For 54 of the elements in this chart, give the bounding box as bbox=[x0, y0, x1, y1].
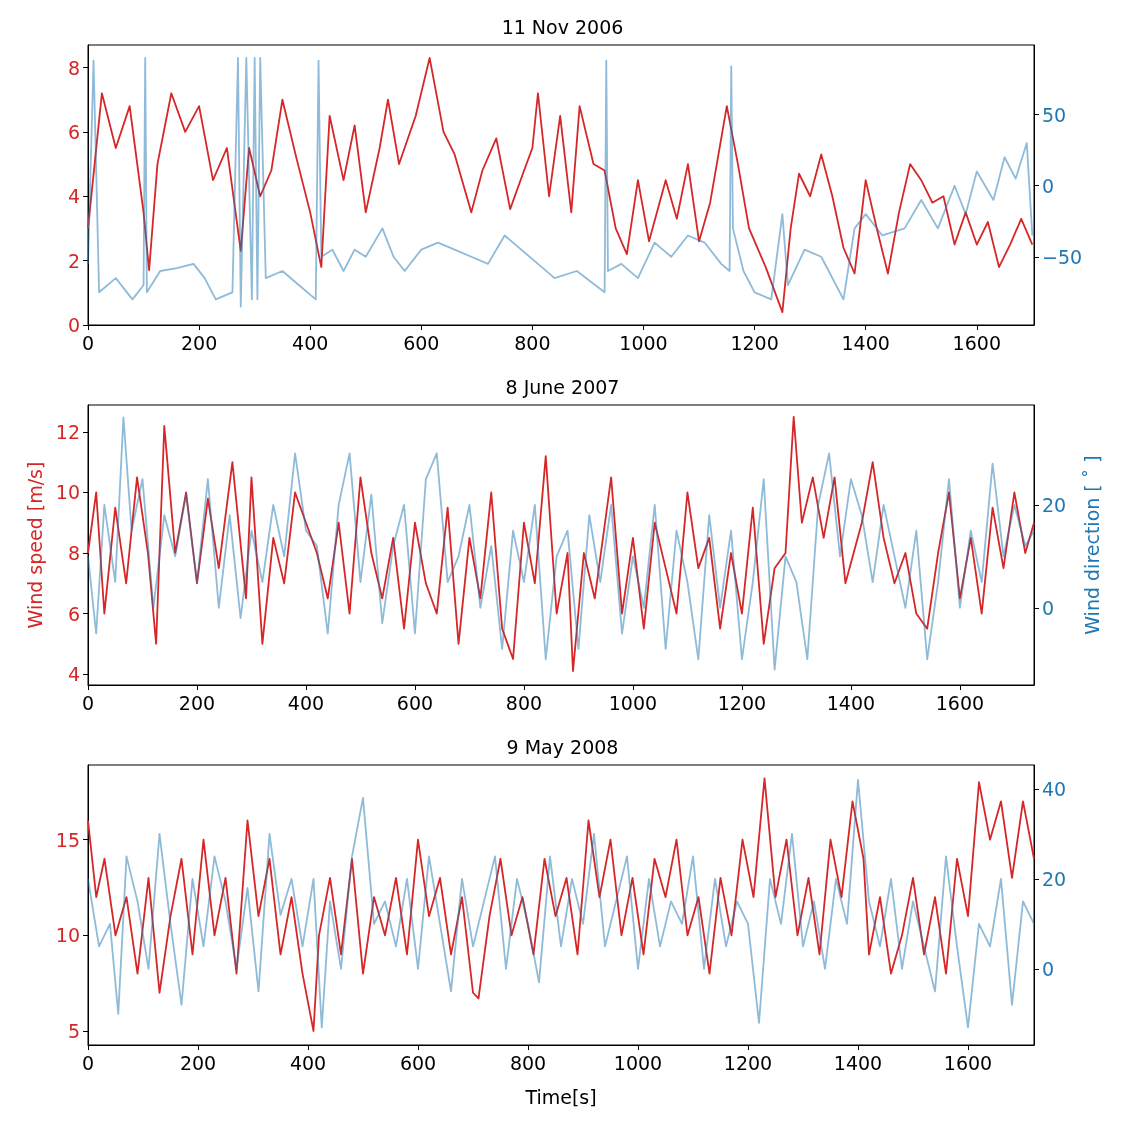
x-tick-label: 1200 bbox=[723, 1051, 773, 1074]
y2-tick-label: 20 bbox=[1042, 493, 1067, 516]
x-tick-label: 1400 bbox=[826, 691, 876, 714]
y2-tick-label: 40 bbox=[1042, 777, 1067, 800]
x-tick-label: 200 bbox=[178, 691, 216, 714]
x-axis-title: Time[s] bbox=[524, 1085, 597, 1108]
x-tick-label: 1600 bbox=[943, 1051, 993, 1074]
x-tick-label: 0 bbox=[81, 331, 95, 354]
x-tick-label: 1000 bbox=[613, 1051, 663, 1074]
chart-title: 11 Nov 2006 bbox=[501, 15, 624, 38]
y2-tick-label: 20 bbox=[1042, 867, 1067, 890]
x-tick-label: 400 bbox=[289, 1051, 327, 1074]
y-tick-label: 10 bbox=[55, 481, 80, 504]
x-tick-label: 200 bbox=[179, 1051, 217, 1074]
x-tick-label: 0 bbox=[81, 691, 95, 714]
y-tick-label: 15 bbox=[55, 828, 80, 851]
x-tick-label: 1600 bbox=[935, 691, 985, 714]
x-tick-label: 600 bbox=[396, 691, 434, 714]
y2-tick-label: 0 bbox=[1042, 957, 1055, 980]
x-tick-label: 1400 bbox=[841, 331, 890, 354]
y-tick-label: 6 bbox=[67, 120, 80, 143]
y-tick-label: 0 bbox=[67, 314, 80, 336]
y-tick-label: 12 bbox=[55, 420, 80, 443]
x-tick-label: 1200 bbox=[730, 331, 779, 354]
x-tick-label: 600 bbox=[399, 1051, 437, 1074]
x-tick-label: 800 bbox=[514, 331, 551, 354]
x-tick-label: 0 bbox=[81, 1051, 95, 1074]
x-tick-label: 800 bbox=[505, 691, 543, 714]
y-tick-label: 8 bbox=[67, 56, 80, 79]
chart-title: 8 June 2007 bbox=[505, 375, 620, 398]
y-tick-label: 6 bbox=[67, 602, 80, 625]
y-tick-label: 2 bbox=[67, 249, 80, 272]
y-tick-label: 4 bbox=[67, 185, 80, 208]
x-tick-label: 600 bbox=[403, 331, 440, 354]
y2-tick-label: 50 bbox=[1042, 103, 1067, 126]
y2-axis-title: Wind direction [ ˚ ] bbox=[1080, 455, 1103, 635]
y-tick-label: 5 bbox=[67, 1020, 80, 1043]
y-axis-title: Wind speed [m/s] bbox=[24, 461, 47, 629]
chart-title: 9 May 2008 bbox=[506, 735, 619, 758]
y-tick-label: 8 bbox=[67, 542, 80, 565]
x-tick-label: 1000 bbox=[619, 331, 668, 354]
x-tick-label: 1400 bbox=[833, 1051, 883, 1074]
y2-tick-label: 0 bbox=[1042, 174, 1055, 197]
y2-tick-label: 0 bbox=[1042, 596, 1055, 619]
x-tick-label: 1200 bbox=[717, 691, 767, 714]
x-tick-label: 1600 bbox=[952, 331, 1001, 354]
x-tick-label: 800 bbox=[509, 1051, 547, 1074]
y-tick-label: 4 bbox=[67, 663, 80, 686]
x-tick-label: 400 bbox=[292, 331, 329, 354]
x-tick-label: 400 bbox=[287, 691, 325, 714]
y-tick-label: 10 bbox=[55, 924, 80, 947]
x-tick-label: 1000 bbox=[608, 691, 658, 714]
x-tick-label: 200 bbox=[180, 331, 218, 354]
y2-tick-label: −50 bbox=[1042, 245, 1083, 268]
